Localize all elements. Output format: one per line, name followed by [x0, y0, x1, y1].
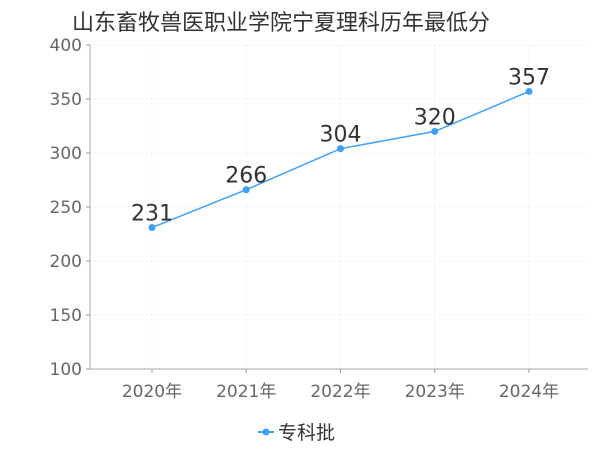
data-point [525, 87, 533, 95]
legend-marker [262, 428, 270, 436]
data-point [431, 127, 439, 135]
data-label: 320 [414, 105, 456, 130]
series-line [151, 90, 530, 229]
data-label: 357 [508, 65, 550, 90]
data-label: 231 [131, 202, 173, 227]
chart-title: 山东畜牧兽医职业学院宁夏理科历年最低分 [72, 11, 491, 36]
x-tick-label: 2024年 [499, 382, 559, 402]
data-label: 266 [225, 164, 267, 189]
series [148, 87, 533, 232]
x-tick-label: 2020年 [122, 382, 182, 402]
x-tick-label: 2022年 [310, 382, 370, 402]
x-axis-ticks: 2020年 2021年 2022年 2023年 2024年 [122, 369, 559, 402]
y-tick-label: 200 [50, 252, 82, 272]
y-tick-label: 400 [50, 36, 82, 56]
y-tick-label: 250 [50, 198, 82, 218]
data-point [242, 186, 250, 194]
x-tick-label: 2023年 [405, 382, 465, 402]
data-label: 304 [320, 123, 362, 148]
grid-lines [90, 44, 588, 369]
x-tick-label: 2021年 [216, 382, 276, 402]
y-tick-label: 350 [50, 90, 82, 110]
legend-label: 专科批 [278, 422, 335, 444]
legend[interactable]: 专科批 [258, 422, 335, 444]
data-point [148, 224, 156, 232]
y-tick-label: 300 [50, 144, 82, 164]
y-axis-ticks: 100 150 200 250 300 350 400 [50, 36, 90, 380]
data-labels: 231 266 304 320 357 [131, 65, 550, 226]
y-tick-label: 150 [50, 306, 82, 326]
y-tick-label: 100 [50, 360, 82, 380]
data-point [337, 145, 344, 153]
